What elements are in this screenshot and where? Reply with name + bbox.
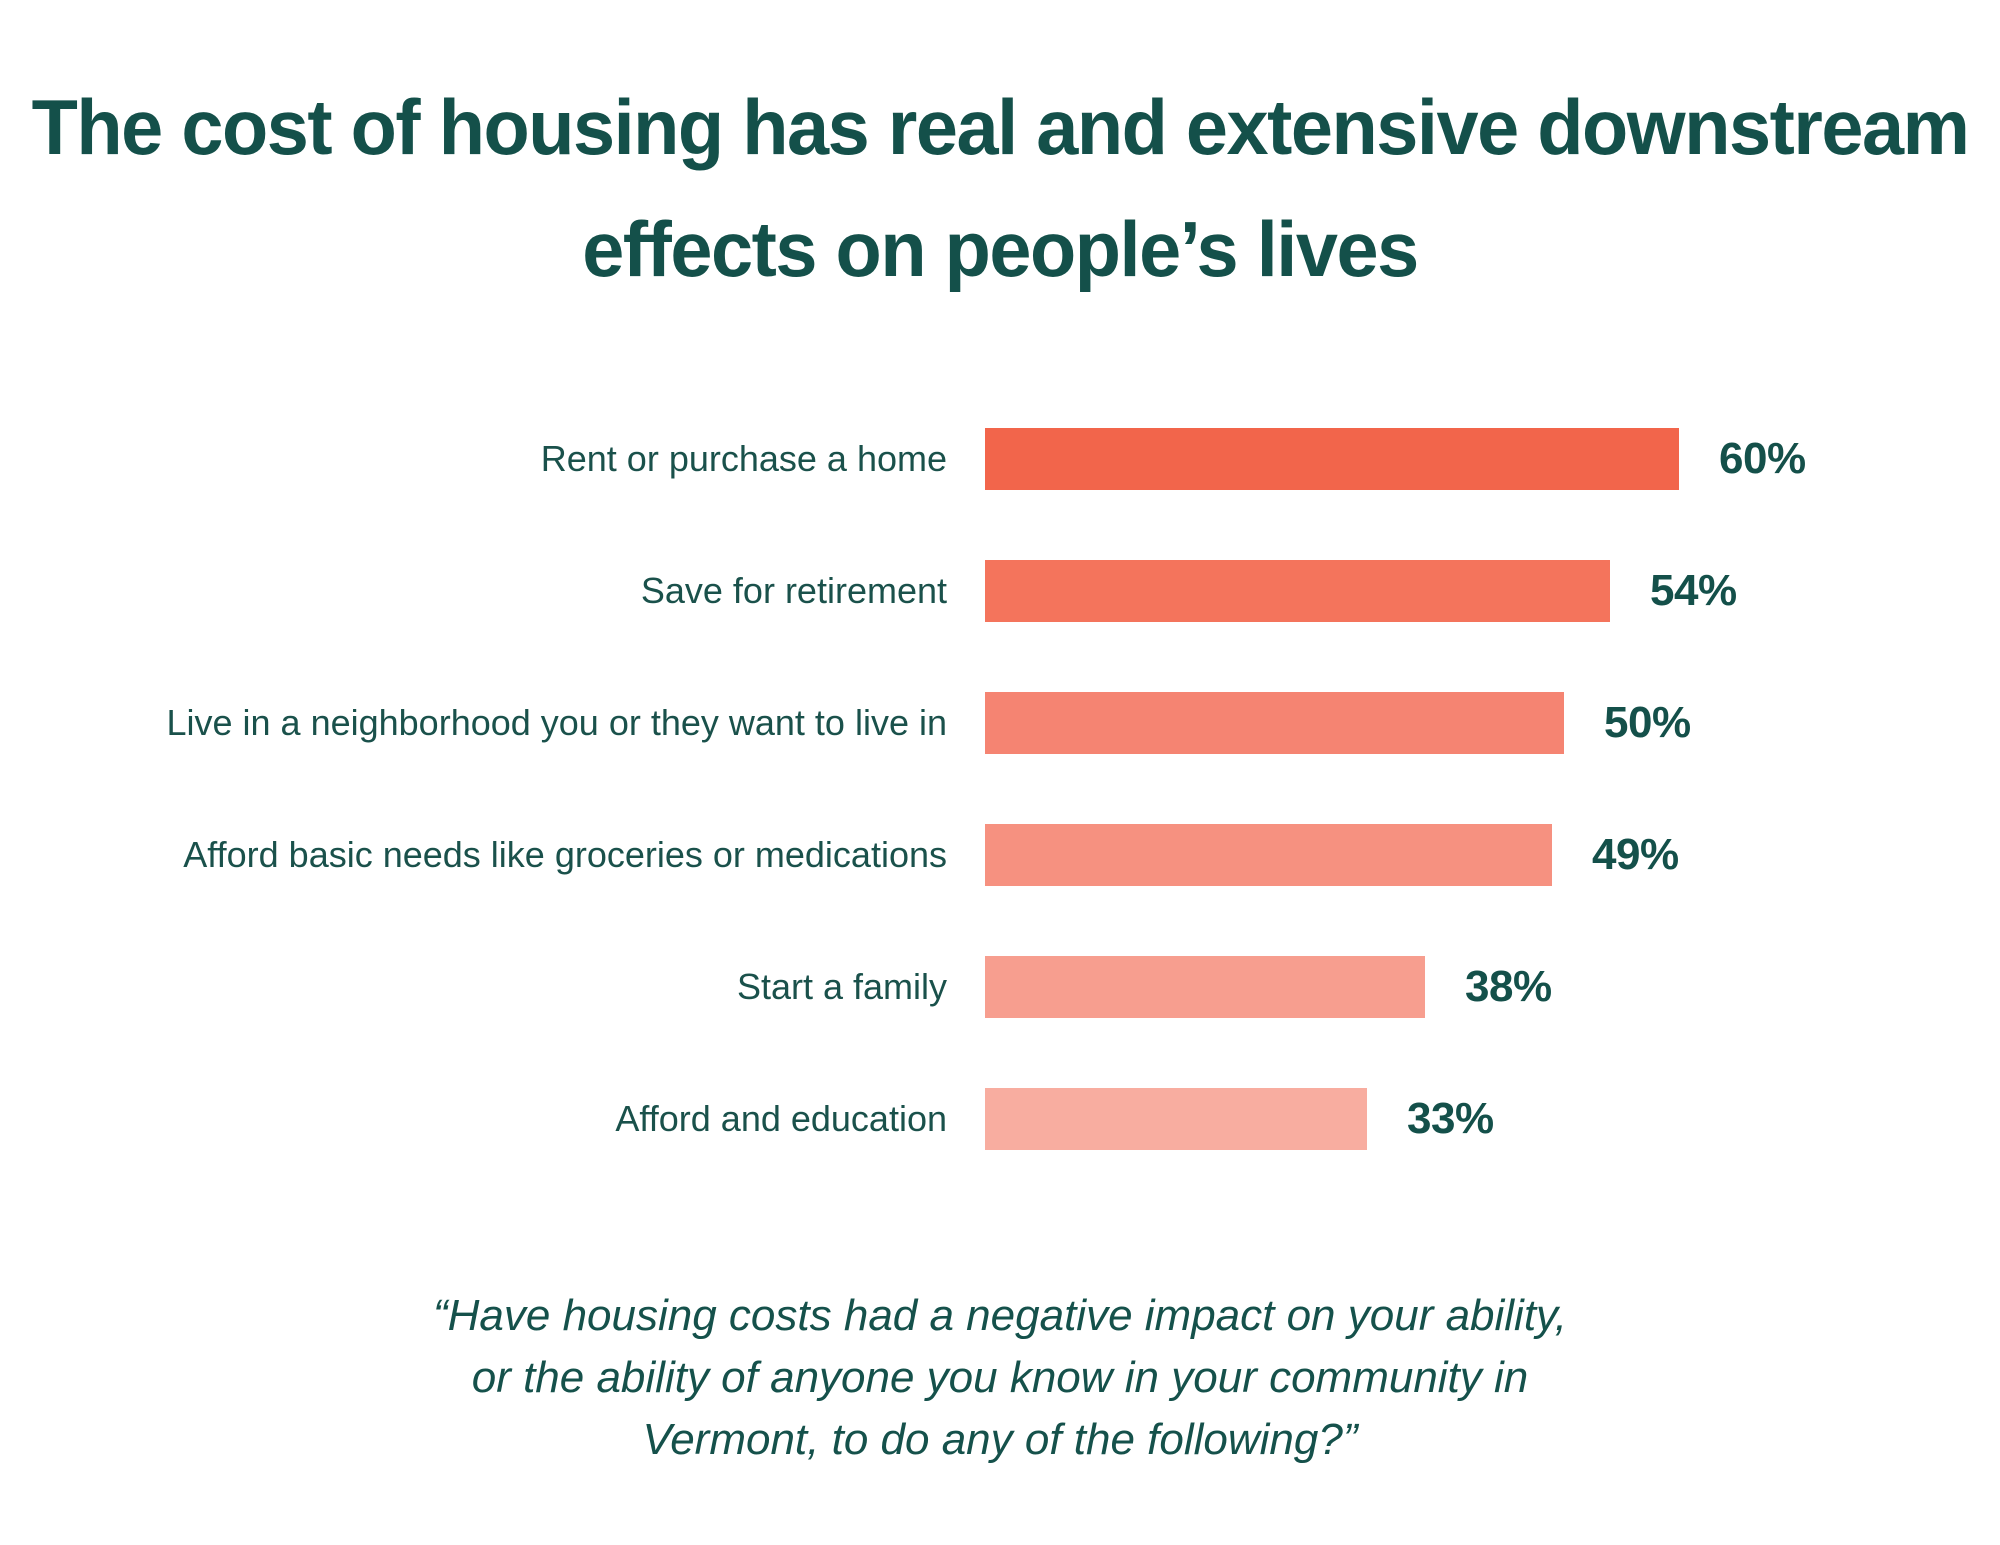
chart-title: The cost of housing has real and extensi… <box>31 83 1970 293</box>
bar-value-label: 54% <box>1650 566 1737 615</box>
chart-rows: Rent or purchase a home 60% Save for retir… <box>0 393 2000 1185</box>
chart-row: Rent or purchase a home 60% <box>0 393 2000 525</box>
bar <box>985 428 1679 490</box>
bar-value-label: 38% <box>1465 962 1552 1011</box>
bar-label: Afford basic needs like groceries or med… <box>183 834 947 875</box>
chart-row: Afford basic needs like groceries or med… <box>0 789 2000 921</box>
bar-value-label: 60% <box>1719 434 1806 483</box>
bar-label: Live in a neighborhood you or they want … <box>166 702 947 743</box>
bar-label: Rent or purchase a home <box>540 438 947 479</box>
bar-value-label: 50% <box>1604 698 1691 747</box>
chart-row: Afford and education 33% <box>0 1053 2000 1185</box>
chart-row: Live in a neighborhood you or they want … <box>0 657 2000 789</box>
bar <box>985 1088 1367 1150</box>
quote-line-1: “Have housing costs had a negative impac… <box>432 1291 1568 1340</box>
quote-line-2: or the ability of anyone you know in you… <box>471 1353 1529 1402</box>
quote-line-3: Vermont, to do any of the following?” <box>642 1415 1358 1464</box>
survey-question-quote: “Have housing costs had a negative impac… <box>0 1285 2000 1471</box>
bar <box>985 692 1564 754</box>
bar <box>985 560 1610 622</box>
bar-label: Afford and education <box>615 1098 947 1139</box>
chart-row: Start a family 38% <box>0 921 2000 1053</box>
bar-label: Start a family <box>736 966 947 1007</box>
bar <box>985 824 1552 886</box>
chart-row: Save for retirement 54% <box>0 525 2000 657</box>
bar-value-label: 33% <box>1407 1094 1494 1143</box>
bar <box>985 956 1425 1018</box>
bar-label: Save for retirement <box>640 570 947 611</box>
bar-value-label: 49% <box>1592 830 1679 879</box>
